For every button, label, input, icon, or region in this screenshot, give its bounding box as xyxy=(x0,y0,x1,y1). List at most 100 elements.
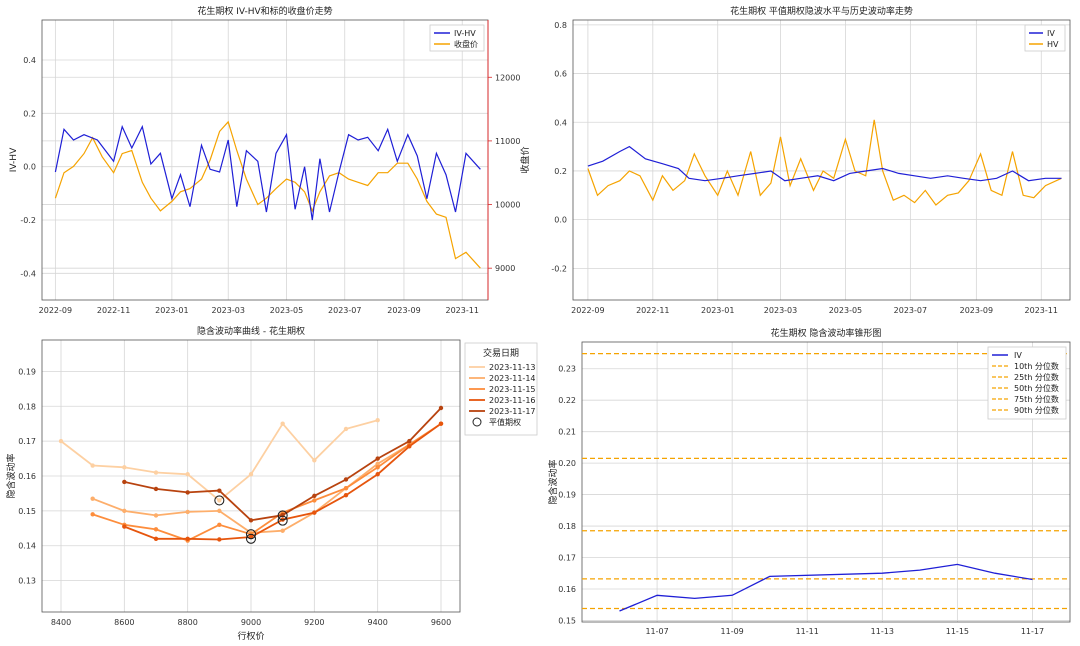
x-tick-label: 8600 xyxy=(114,618,134,627)
y-axis-label: 隐含波动率 xyxy=(5,453,17,498)
data-point xyxy=(153,470,159,475)
x-tick-label: 2023-03 xyxy=(212,306,245,315)
y-tick-label: 0.23 xyxy=(558,365,576,374)
x-axis-label: 行权价 xyxy=(237,630,264,642)
y-tick-label: 0.16 xyxy=(558,585,576,594)
plot-frame xyxy=(41,339,461,613)
y-tick-label: 0.8 xyxy=(554,21,567,30)
data-point xyxy=(185,490,190,495)
legend-label: IV xyxy=(1014,351,1022,360)
x-tick-label: 11-17 xyxy=(1021,627,1044,636)
legend-title: 交易日期 xyxy=(483,347,519,359)
y-tick-label: 0.19 xyxy=(18,367,36,376)
legend-atm-swatch xyxy=(472,417,482,427)
series-line-iv xyxy=(619,563,1033,612)
series-line-hv xyxy=(587,119,1062,206)
legend-label: HV xyxy=(1047,40,1059,49)
y-tick-label: 0.16 xyxy=(18,472,36,481)
data-point xyxy=(407,444,412,449)
y2-axis-label: 收盘价 xyxy=(519,146,531,173)
y-axis-label: 隐含波动率 xyxy=(547,459,559,504)
chart-title: 花生期权 隐含波动率锥形图 xyxy=(771,327,882,339)
y-tick-label: 0.20 xyxy=(558,459,576,468)
legend-label: 10th 分位数 xyxy=(1014,361,1059,371)
y-tick-label: 0.18 xyxy=(18,402,36,411)
data-point xyxy=(185,472,190,477)
data-point xyxy=(343,477,349,482)
y-tick-label: 0.4 xyxy=(554,118,567,127)
x-tick-label: 11-07 xyxy=(645,627,668,636)
y-tick-label: 0.2 xyxy=(23,109,36,118)
data-point xyxy=(217,508,222,514)
plot-frame xyxy=(41,19,489,301)
x-tick-label: 8800 xyxy=(177,618,197,627)
y2-tick-label: 12000 xyxy=(495,73,520,82)
data-point xyxy=(153,513,159,518)
data-point xyxy=(122,524,127,529)
plot-frame xyxy=(581,341,1071,623)
x-tick-label: 11-13 xyxy=(871,627,894,636)
data-point xyxy=(248,472,254,477)
y-tick-label: 0.17 xyxy=(558,554,576,563)
data-point xyxy=(375,461,380,466)
data-point xyxy=(438,405,444,411)
data-point xyxy=(185,509,190,515)
data-point xyxy=(343,486,349,491)
legend-label: 2023-11-13 xyxy=(489,363,536,372)
data-point xyxy=(90,512,95,517)
y-tick-label: -0.4 xyxy=(20,269,36,278)
data-point xyxy=(438,421,444,426)
y2-tick-label: 9000 xyxy=(495,264,515,273)
data-point xyxy=(122,479,127,485)
y2-tick-label: 10000 xyxy=(495,201,520,210)
legend-label: 2023-11-14 xyxy=(489,374,536,383)
y-tick-label: 0.15 xyxy=(18,507,36,516)
y-tick-label: 0.14 xyxy=(18,542,36,551)
data-point xyxy=(375,465,380,470)
chart-title: 隐含波动率曲线 - 花生期权 xyxy=(197,325,305,337)
y-tick-label: 0.2 xyxy=(554,167,567,176)
y-axis-label: IV-HV xyxy=(9,147,19,172)
atm-marker xyxy=(277,510,288,521)
x-tick-label: 2022-09 xyxy=(571,306,604,315)
chart-title: 花生期权 IV-HV和标的收盘价走势 xyxy=(197,5,332,17)
data-point xyxy=(248,518,254,523)
x-tick-label: 2023-11 xyxy=(1025,306,1058,315)
legend-label: 2023-11-15 xyxy=(489,385,536,394)
chart-title: 花生期权 平值期权隐波水平与历史波动率走势 xyxy=(730,5,913,17)
x-tick-label: 2023-01 xyxy=(701,306,734,315)
atm-marker xyxy=(277,515,288,526)
legend-label: IV-HV xyxy=(454,29,476,38)
y-tick-label: 0.15 xyxy=(558,616,576,625)
legend-label: 2023-11-17 xyxy=(489,407,536,416)
data-point xyxy=(375,472,380,477)
data-point xyxy=(217,522,222,528)
y-tick-label: 0.19 xyxy=(558,491,576,500)
data-point xyxy=(312,510,317,515)
x-tick-label: 11-11 xyxy=(796,627,819,636)
y-tick-label: 0.0 xyxy=(554,216,567,225)
atm-marker xyxy=(245,529,257,540)
data-point xyxy=(153,486,159,492)
legend-box xyxy=(1024,24,1066,52)
chart-iv-cone: 11-07 11-09 11-11 11-13 11-15 11-17 0.15 0.16 0.… xyxy=(547,327,1071,636)
legend-label: 75th 分位数 xyxy=(1014,394,1059,404)
data-point xyxy=(280,421,285,426)
data-point xyxy=(280,528,285,533)
y-tick-label: -0.2 xyxy=(20,216,36,225)
y-tick-label: 0.22 xyxy=(558,396,576,405)
legend-label: 25th 分位数 xyxy=(1014,372,1059,382)
data-point xyxy=(122,465,127,470)
x-tick-label: 2023-07 xyxy=(328,306,361,315)
y-tick-label: 0.17 xyxy=(18,437,36,446)
x-tick-label: 2022-11 xyxy=(636,306,669,315)
y-tick-label: 0.4 xyxy=(23,56,36,65)
legend-atm-label: 平值期权 xyxy=(489,417,521,427)
chart-atm-iv-hv: 2022-09 2022-11 2023-01 2023-03 2023-05 2023-… xyxy=(551,5,1071,315)
data-point xyxy=(217,488,222,493)
y-tick-label: 0.6 xyxy=(554,70,567,79)
x-tick-label: 2023-11 xyxy=(445,306,478,315)
data-point xyxy=(375,456,380,461)
atm-marker xyxy=(214,495,225,506)
data-point xyxy=(185,536,190,541)
